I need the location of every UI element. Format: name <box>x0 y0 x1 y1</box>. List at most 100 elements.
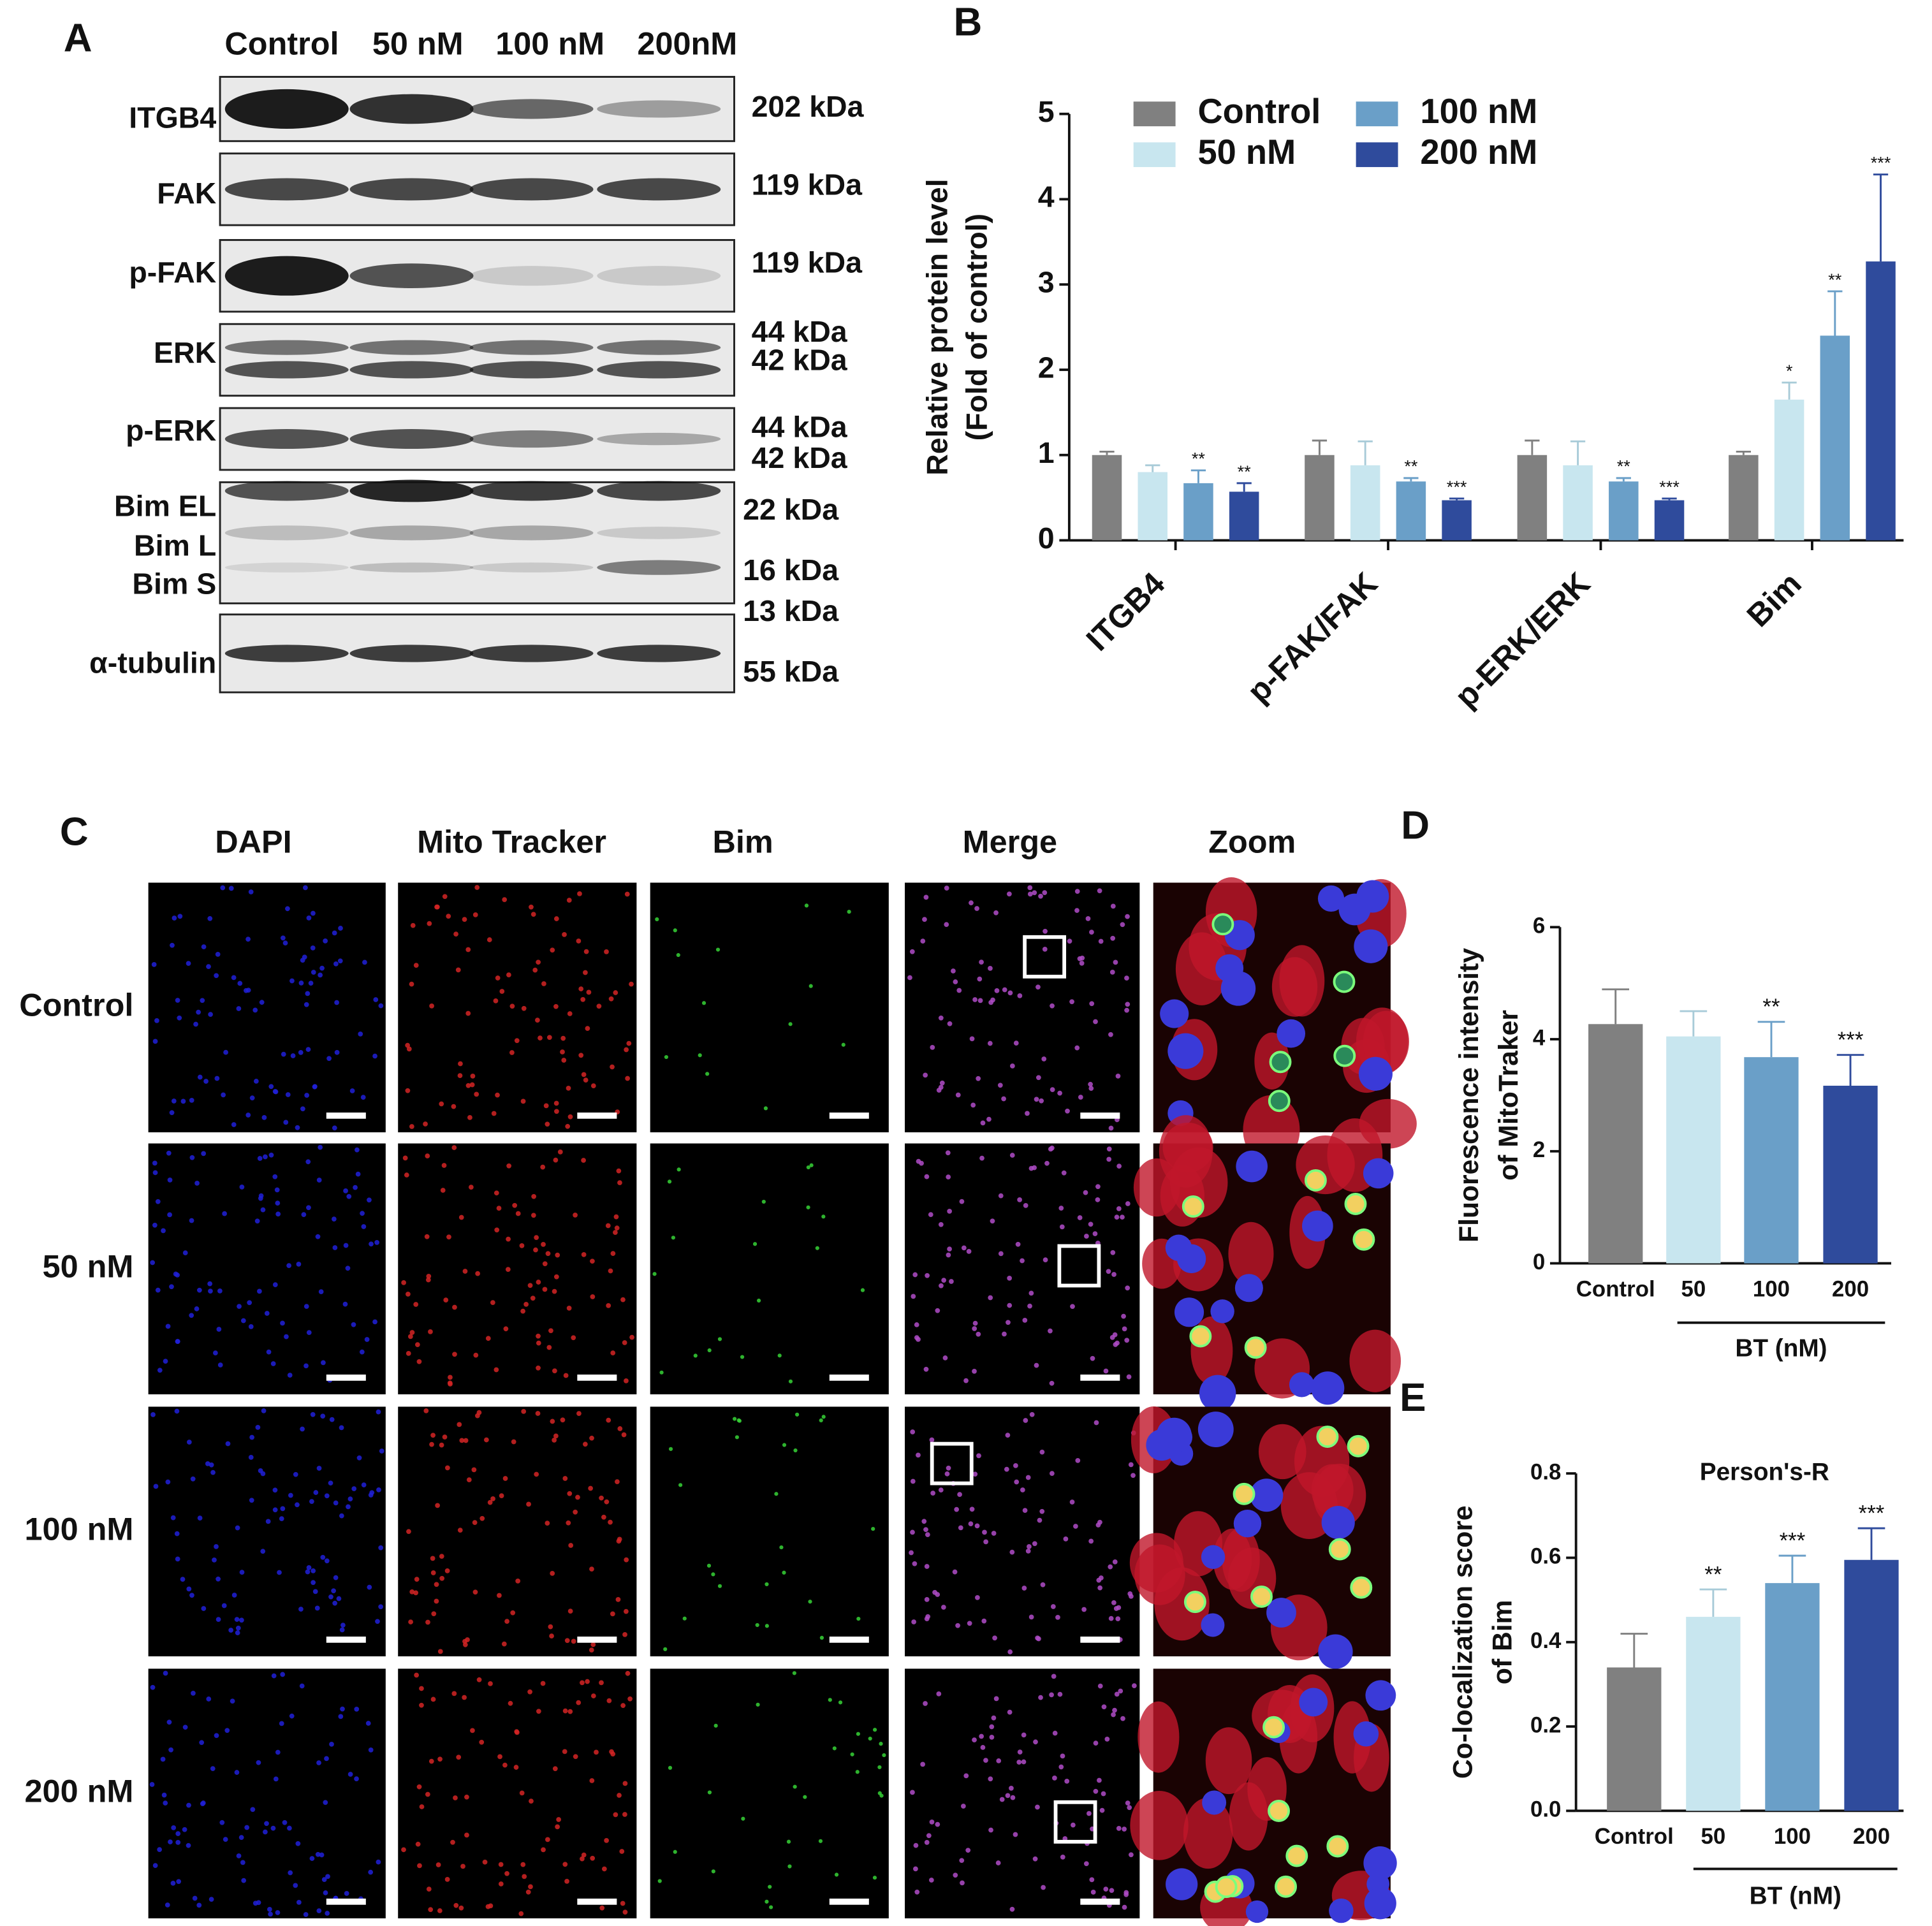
scale-bar <box>829 1637 869 1643</box>
cell-dot <box>334 1000 339 1005</box>
cell-dot <box>453 931 458 937</box>
cell-dot <box>149 1782 155 1787</box>
cell-dot <box>988 1776 993 1782</box>
cell-dot <box>163 1800 168 1806</box>
cell-dot <box>711 1869 715 1874</box>
cell-dot <box>509 1050 515 1055</box>
cell-dot <box>535 1018 540 1023</box>
cell-dot <box>284 1334 289 1339</box>
cell-dot <box>203 1079 209 1084</box>
cell-dot <box>445 1465 450 1471</box>
cell-dot <box>348 1496 353 1501</box>
cell-dot <box>545 1837 550 1842</box>
cell-dot <box>740 1355 745 1359</box>
bar <box>1092 455 1122 541</box>
cell-dot <box>590 1855 596 1861</box>
cell-dot <box>240 1318 246 1324</box>
cell-nucleus <box>1311 1371 1345 1405</box>
cell-dot <box>479 1739 485 1745</box>
cell-dot <box>804 903 809 908</box>
lane-label: 100 nM <box>495 25 604 61</box>
cell-dot <box>664 1054 669 1060</box>
cell-dot <box>1007 1302 1013 1308</box>
cell-dot <box>761 1199 766 1204</box>
cell-dot <box>312 1589 318 1594</box>
cell-dot <box>339 1425 344 1431</box>
cell-dot <box>599 1680 604 1686</box>
cell-dot <box>253 1079 259 1084</box>
bim-spot <box>1326 1835 1349 1858</box>
cell-dot <box>585 1026 590 1032</box>
legend-swatch <box>1356 142 1398 168</box>
cell-dot <box>1115 1340 1120 1346</box>
significance: *** <box>1659 477 1680 497</box>
cell-dot <box>541 1241 546 1247</box>
cell-dot <box>231 1122 237 1127</box>
cell-dot <box>1032 1856 1038 1862</box>
blot-box <box>219 481 735 604</box>
cell-dot <box>186 1802 191 1808</box>
cell-dot <box>1106 1269 1111 1274</box>
blot-band <box>597 481 721 501</box>
cell-dot <box>265 1519 271 1524</box>
cell-dot <box>268 1084 274 1090</box>
cell-dot <box>549 1633 554 1639</box>
cell-nucleus <box>1338 893 1371 926</box>
cell-dot <box>152 1160 157 1166</box>
cell-dot <box>541 1847 546 1853</box>
cell-dot <box>1062 1836 1068 1841</box>
bar <box>1229 492 1259 541</box>
cell-dot <box>1124 1338 1130 1343</box>
cell-dot <box>564 1638 570 1644</box>
cell-dot <box>1009 1906 1015 1912</box>
cell-dot <box>955 1092 961 1098</box>
kda-label: 55 kDa <box>743 655 839 688</box>
cell-dot <box>1099 1575 1104 1580</box>
cell-dot <box>1123 1890 1129 1895</box>
tile-bg <box>905 882 1140 1133</box>
cell-dot <box>236 1853 242 1858</box>
cell-dot <box>871 1526 875 1531</box>
blot-label: ITGB4 <box>129 101 216 135</box>
cell-dot <box>342 1301 348 1307</box>
cell-dot <box>552 1766 558 1772</box>
cell-dot <box>1083 1190 1088 1195</box>
bar <box>1396 481 1426 541</box>
cell-dot <box>556 1817 562 1822</box>
cell-dot <box>437 1908 443 1913</box>
cell-mito <box>1258 1424 1306 1480</box>
cell-dot <box>334 1049 340 1055</box>
cell-dot <box>416 1784 422 1790</box>
cell-dot <box>834 1872 839 1877</box>
cell-dot <box>924 1174 930 1179</box>
cell-dot <box>508 1700 513 1706</box>
cell-dot <box>405 1088 411 1093</box>
significance: ** <box>1704 1562 1722 1587</box>
cell-dot <box>1058 1206 1064 1211</box>
significance: *** <box>1447 477 1467 497</box>
blot-band <box>597 527 721 539</box>
cell-dot <box>765 1624 769 1628</box>
cell-dot <box>497 1754 502 1760</box>
cell-dot <box>562 1862 568 1867</box>
cell-dot <box>497 1593 502 1598</box>
y-axis-label: Fluorescence intensity <box>1454 948 1484 1243</box>
cell-dot <box>490 1300 495 1305</box>
cell-dot <box>989 1735 995 1740</box>
cell-dot <box>222 1211 227 1216</box>
cell-nucleus <box>1302 1210 1333 1242</box>
cell-dot <box>777 1353 782 1358</box>
cell-dot <box>340 1623 346 1628</box>
cell-dot <box>280 1672 286 1677</box>
cell-dot <box>465 1010 471 1016</box>
scale-bar <box>326 1637 366 1643</box>
cell-dot <box>189 1218 194 1223</box>
cell-dot <box>818 1839 823 1843</box>
cell-dot <box>924 1597 930 1602</box>
blot-label: Bim S <box>132 567 216 601</box>
cell-dot <box>448 1382 453 1387</box>
cell-dot <box>237 1304 242 1309</box>
cell-dot <box>553 1157 559 1163</box>
cell-dot <box>279 1516 284 1521</box>
cell-dot <box>1027 891 1033 897</box>
